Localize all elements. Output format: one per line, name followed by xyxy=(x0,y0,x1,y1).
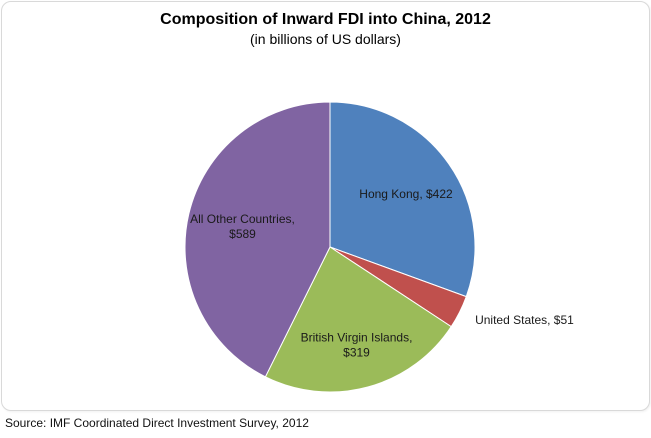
slice-label-all-other-countries: All Other Countries, $589 xyxy=(190,212,295,241)
slice-label-british-virgin-islands: British Virgin Islands, $319 xyxy=(301,331,413,360)
pie-chart: Hong Kong, $422 United States, $51 British… xyxy=(184,101,574,393)
pie-slice-all-other-countries xyxy=(184,101,331,378)
chart-subtitle: (in billions of US dollars) xyxy=(250,31,401,47)
source-text: Source: IMF Coordinated Direct Investmen… xyxy=(5,416,309,430)
pie-slice-hong-kong xyxy=(329,101,476,298)
pie-slice-british-virgin-islands xyxy=(264,246,452,393)
slice-label-united-states: United States, $51 xyxy=(475,313,574,327)
chart-title-block: Composition of Inward FDI into China, 20… xyxy=(0,9,651,49)
chart-title: Composition of Inward FDI into China, 20… xyxy=(160,11,491,28)
slice-label-hong-kong: Hong Kong, $422 xyxy=(359,187,453,201)
